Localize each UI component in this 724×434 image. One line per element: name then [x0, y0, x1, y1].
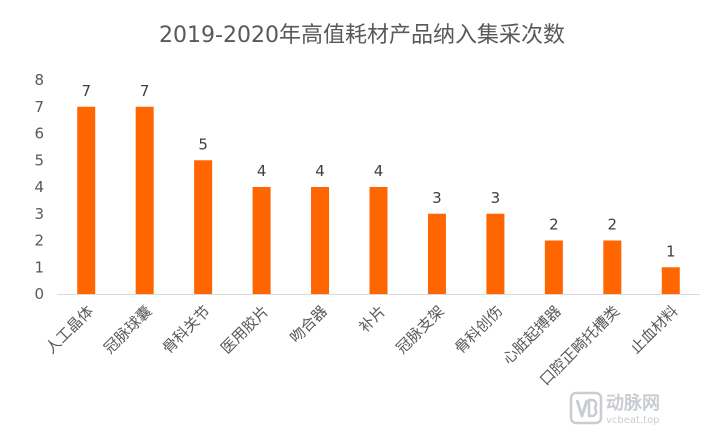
category-label: 补片 — [355, 302, 389, 336]
category-label: 医用胶片 — [217, 302, 272, 357]
data-label: 4 — [374, 162, 384, 180]
category-label: 止血材料 — [626, 302, 681, 357]
y-tick-label: 3 — [34, 205, 44, 223]
category-label: 冠脉球囊 — [100, 302, 155, 357]
bar — [486, 213, 505, 294]
category-label: 人工晶体 — [42, 302, 97, 357]
data-label: 2 — [549, 216, 559, 234]
y-tick-label: 5 — [34, 151, 44, 169]
data-label: 7 — [81, 82, 91, 100]
bar — [603, 240, 622, 294]
bar — [194, 160, 213, 294]
watermark-url: vcbeat.top — [606, 415, 660, 426]
y-axis-ticks: 0 1 2 3 4 5 6 7 8 — [34, 71, 44, 303]
bar — [369, 187, 388, 294]
y-tick-label: 2 — [34, 232, 44, 250]
watermark-brand: 动脉网 — [606, 392, 660, 414]
watermark: 动脉网 vcbeat.top — [569, 391, 660, 426]
category-label: 冠脉支架 — [393, 302, 448, 357]
bars — [77, 106, 680, 294]
y-tick-label: 8 — [34, 71, 44, 89]
category-labels: 人工晶体 冠脉球囊 骨科关节 医用胶片 吻合器 补片 冠脉支架 骨科创伤心脏起搏器口腔正畸托槽… — [42, 302, 682, 389]
y-tick-label: 7 — [34, 98, 44, 116]
data-labels: 7 7 5 4 4 4 3 3 2 2 1 — [81, 82, 675, 261]
data-label: 3 — [432, 189, 442, 207]
bar — [311, 187, 330, 294]
y-tick-label: 4 — [34, 178, 44, 196]
bar — [544, 240, 563, 294]
data-label: 5 — [198, 135, 208, 153]
data-label: 2 — [608, 216, 618, 234]
bar — [661, 267, 680, 294]
vb-logo-icon — [569, 391, 603, 425]
y-tick-label: 0 — [34, 285, 44, 303]
data-label: 4 — [315, 162, 325, 180]
bar — [77, 106, 96, 294]
bar — [427, 213, 446, 294]
data-label: 3 — [491, 189, 501, 207]
bar — [252, 187, 271, 294]
data-label: 4 — [257, 162, 267, 180]
y-tick-label: 6 — [34, 125, 44, 143]
category-label: 吻合器 — [286, 302, 331, 347]
category-label: 骨科关节 — [159, 302, 214, 357]
data-label: 7 — [140, 82, 150, 100]
data-label: 1 — [666, 242, 676, 260]
chart-title: 2019-2020年高值耗材产品纳入集采次数 — [159, 23, 565, 48]
category-label: 骨科创伤 — [451, 302, 506, 357]
y-tick-label: 1 — [34, 258, 44, 276]
bar — [135, 106, 154, 294]
